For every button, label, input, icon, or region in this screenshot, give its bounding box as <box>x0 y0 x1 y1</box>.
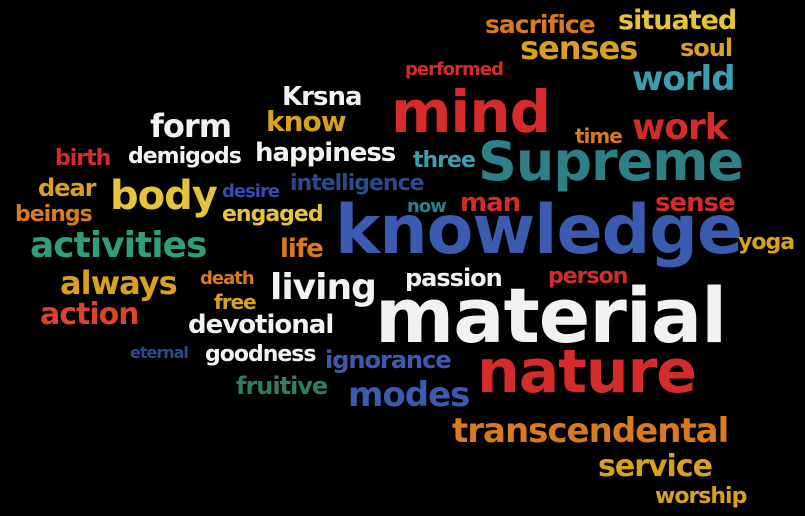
word-form: form <box>150 107 232 145</box>
word-senses: senses <box>520 29 638 67</box>
word-sacrifice: sacrifice <box>485 10 596 39</box>
word-yoga: yoga <box>738 230 795 255</box>
word-birth: birth <box>55 146 111 171</box>
word-soul: soul <box>680 34 733 62</box>
word-now: now <box>407 196 447 217</box>
word-activities: activities <box>30 225 207 266</box>
word-fruitive: fruitive <box>236 372 328 400</box>
word-worship: worship <box>655 484 747 509</box>
word-three: three <box>413 148 476 173</box>
word-work: work <box>632 107 729 148</box>
word-eternal: eternal <box>130 343 189 362</box>
word-knowledge: knowledge <box>335 191 743 270</box>
word-situated: situated <box>618 5 737 36</box>
word-engaged: engaged <box>222 202 324 227</box>
word-know: know <box>266 105 347 138</box>
word-always: always <box>60 264 178 302</box>
word-sense: sense <box>655 188 736 218</box>
word-person: person <box>548 264 628 289</box>
word-body: body <box>110 173 218 219</box>
word-happiness: happiness <box>255 138 396 168</box>
word-man: man <box>460 188 521 218</box>
word-devotional: devotional <box>188 310 334 340</box>
word-goodness: goodness <box>205 342 316 367</box>
word-service: service <box>598 449 713 484</box>
word-death: death <box>200 268 255 289</box>
word-supreme: Supreme <box>478 130 744 193</box>
word-desire: desire <box>222 181 280 202</box>
word-dear: dear <box>38 174 96 202</box>
word-nature: nature <box>477 337 697 407</box>
word-action: action <box>40 297 140 332</box>
word-krsna: Krsna <box>282 82 362 112</box>
word-demigods: demigods <box>128 144 242 169</box>
word-mind: mind <box>391 78 551 146</box>
word-modes: modes <box>348 375 470 415</box>
word-life: life <box>280 234 324 264</box>
word-material: material <box>375 271 727 360</box>
word-performed: performed <box>405 59 504 80</box>
word-intelligence: intelligence <box>290 171 425 196</box>
word-living: living <box>270 267 377 308</box>
word-world: world <box>632 59 736 99</box>
word-transcendental: transcendental <box>452 411 729 451</box>
word-free: free <box>214 290 257 314</box>
word-time: time <box>575 124 623 148</box>
word-ignorance: ignorance <box>325 346 452 374</box>
word-passion: passion <box>405 264 503 292</box>
word-beings: beings <box>15 202 93 227</box>
